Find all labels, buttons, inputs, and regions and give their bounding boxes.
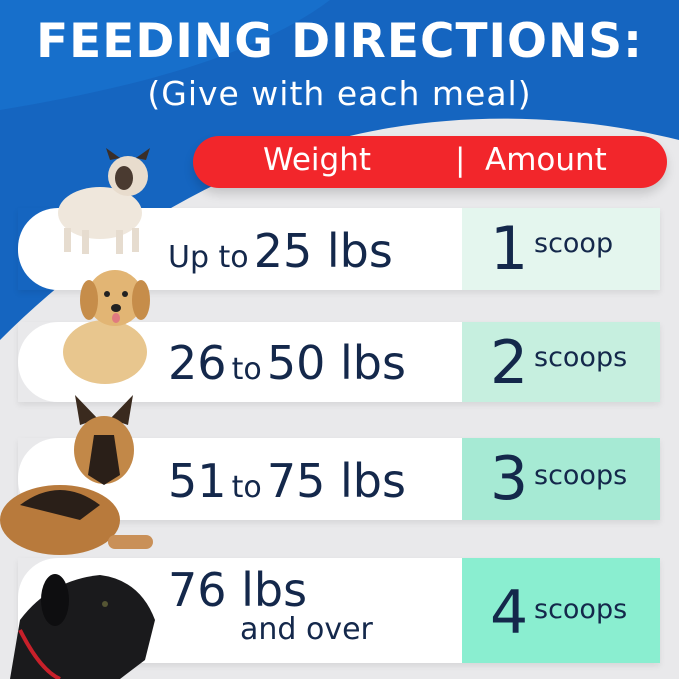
weight-value: 26	[168, 336, 227, 390]
weight-prefix: Up to	[168, 240, 249, 275]
weight-suffix: and over	[240, 612, 373, 648]
weight-column-header: Weight	[263, 142, 372, 178]
weight-connector: to	[231, 470, 262, 505]
amount-value: 2	[490, 328, 529, 398]
golden-retriever-puppy-image	[63, 270, 150, 384]
page-subtitle: (Give with each meal)	[147, 74, 532, 113]
weight-value: 25 lbs	[253, 224, 393, 278]
german-shepherd-image	[0, 395, 153, 555]
french-bulldog-image	[58, 148, 150, 254]
header-separator: |	[455, 142, 466, 178]
amount-unit: scoops	[534, 594, 628, 625]
weight-value-2: 50 lbs	[266, 336, 406, 390]
weight-value: 51	[168, 454, 227, 508]
amount-value: 3	[490, 444, 529, 514]
table-header: Weight | Amount	[193, 136, 667, 188]
amount-value: 1	[490, 214, 529, 284]
amount-unit: scoop	[534, 228, 614, 259]
weight-value: 76 lbs	[168, 563, 308, 617]
amount-column-header: Amount	[485, 142, 607, 178]
amount-unit: scoops	[534, 460, 628, 491]
amount-unit: scoops	[534, 342, 628, 373]
amount-value: 4	[490, 578, 529, 648]
weight-connector: to	[231, 352, 262, 387]
great-dane-image	[10, 574, 155, 679]
page-title: FEEDING DIRECTIONS:	[36, 14, 643, 69]
weight-value-2: 75 lbs	[266, 454, 406, 508]
